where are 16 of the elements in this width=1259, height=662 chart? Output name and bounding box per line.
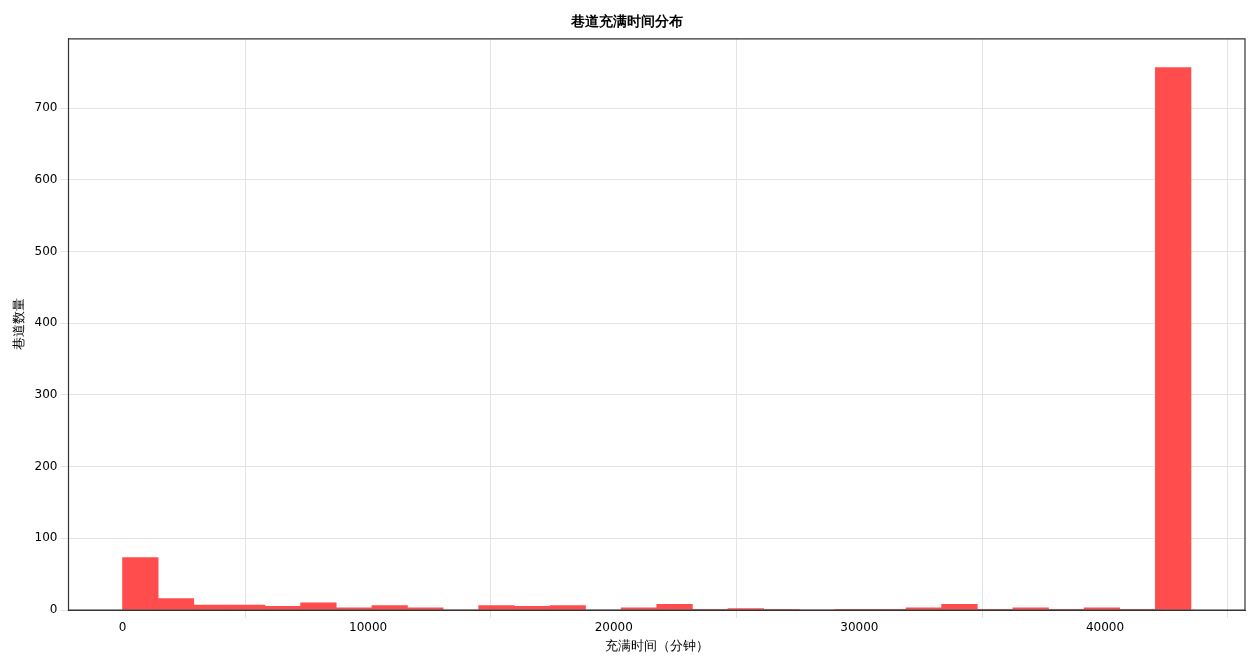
y-tick-label: 300 — [34, 387, 58, 402]
y-tick-label: 400 — [34, 315, 58, 330]
y-tick-label: 600 — [34, 172, 58, 187]
x-tick-label: 20000 — [594, 620, 633, 635]
x-tick-label: 0 — [118, 620, 127, 635]
y-tick-label: 500 — [34, 243, 58, 258]
y-tick-label: 700 — [34, 100, 58, 115]
x-axis-title: 充满时间（分钟） — [604, 637, 709, 653]
x-tick-label: 10000 — [349, 620, 388, 635]
y-axis-title: 巷道数量 — [11, 298, 27, 351]
chart-title: 巷道充满时间分布 — [569, 13, 683, 30]
y-tick-label: 200 — [34, 458, 58, 473]
x-tick-label: 30000 — [840, 620, 879, 635]
x-tick-label: 40000 — [1085, 620, 1125, 635]
y-tick-label: 0 — [49, 602, 58, 617]
y-tick-label: 100 — [34, 530, 58, 545]
